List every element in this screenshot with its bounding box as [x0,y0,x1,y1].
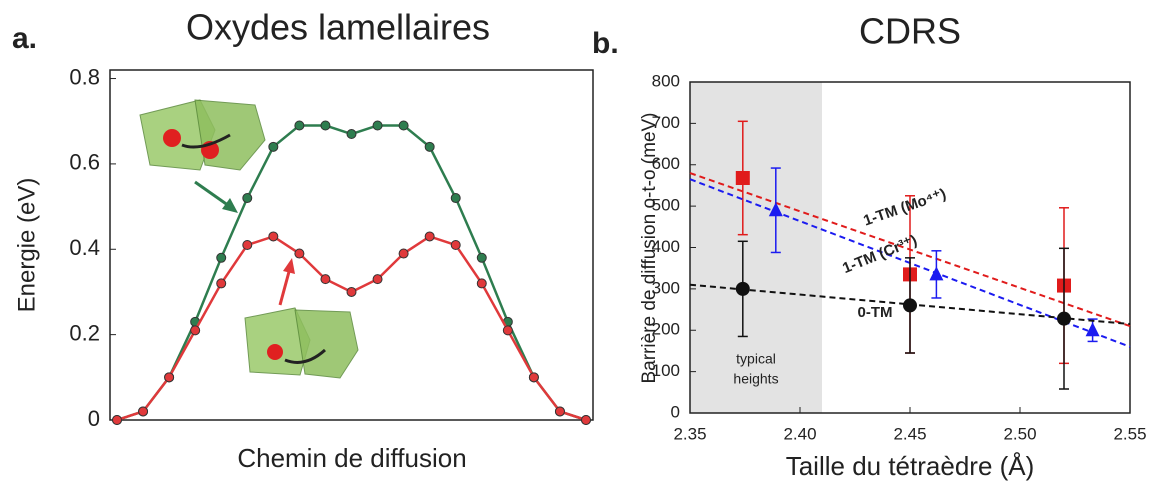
data-point [372,274,383,285]
data-point [398,120,409,131]
x-axis-label: Chemin de diffusion [237,443,466,473]
data-point [346,129,357,140]
y-axis-label: Energie (eV) [13,178,40,313]
data-point [372,120,383,131]
y-tick-label: 0 [88,406,100,431]
series-label: 1-TM (Mo⁴⁺) [861,185,948,229]
y-axis-label: Barrière de diffusion o-t-o (meV) [639,112,660,383]
data-point [320,274,331,285]
x-tick-label: 2.35 [673,424,706,443]
panel-label: a. [12,22,37,55]
x-tick-label: 2.50 [1003,424,1036,443]
y-tick-label: 100 [652,361,680,380]
data-point [138,406,149,417]
data-point [112,415,122,425]
structure-illustration [139,99,359,379]
plot-frame [109,69,594,421]
data-point [581,415,591,425]
data-point [1057,311,1071,326]
y-tick-label: 0.8 [69,64,100,89]
x-tick-label: 2.55 [1113,424,1146,443]
shaded-region [690,82,822,413]
data-point [1085,322,1100,337]
shade-label: heights [733,371,778,387]
data-point [528,372,539,383]
y-tick-label: 600 [652,154,680,173]
data-point [320,120,331,131]
data-point [450,193,461,204]
data-point [424,231,435,242]
data-point [476,278,487,289]
data-point [242,193,253,204]
shade-label: typical [736,351,776,367]
data-point [216,252,227,263]
data-point [346,286,357,297]
y-tick-label: 500 [652,196,680,215]
data-point [242,240,253,250]
data-point [554,406,565,417]
data-point [735,281,750,296]
y-tick-label: 0 [671,402,680,421]
y-tick-label: 400 [652,237,680,256]
data-point [216,278,227,289]
data-point [294,248,305,259]
chart-title: CDRS [859,11,961,52]
data-point [398,248,409,259]
data-point [929,266,944,281]
y-tick-label: 0.2 [69,320,100,345]
x-tick-label: 2.45 [893,424,926,443]
data-point [190,325,201,336]
data-point [164,372,175,383]
data-point [294,120,305,131]
panel-label: b. [592,27,619,60]
data-point [476,252,487,263]
y-tick-label: 200 [652,320,680,339]
series-line [116,124,587,422]
y-tick-label: 0.6 [69,150,100,175]
data-point [268,141,279,152]
data-point [768,202,783,217]
data-point [424,141,435,152]
data-point [502,325,513,336]
y-tick-label: 0.4 [69,235,100,260]
y-tick-label: 800 [652,71,680,90]
chart-panel: CDRS b. Taille du tétraèdre (Å) Barrière de… [592,11,1147,481]
data-point [735,170,750,185]
x-tick-label: 2.40 [783,424,816,443]
x-axis-label: Taille du tétraèdre (Å) [786,451,1035,481]
chart-title: Oxydes lamellaires [186,7,490,48]
data-point [268,231,279,242]
series-label: 0-TM [858,304,893,321]
y-tick-label: 700 [652,113,680,132]
y-tick-label: 300 [652,278,680,297]
chart-panel: Oxydes lamellaires a. Chemin de diffusion E… [12,7,594,473]
data-point [450,240,461,250]
data-point [903,298,917,313]
